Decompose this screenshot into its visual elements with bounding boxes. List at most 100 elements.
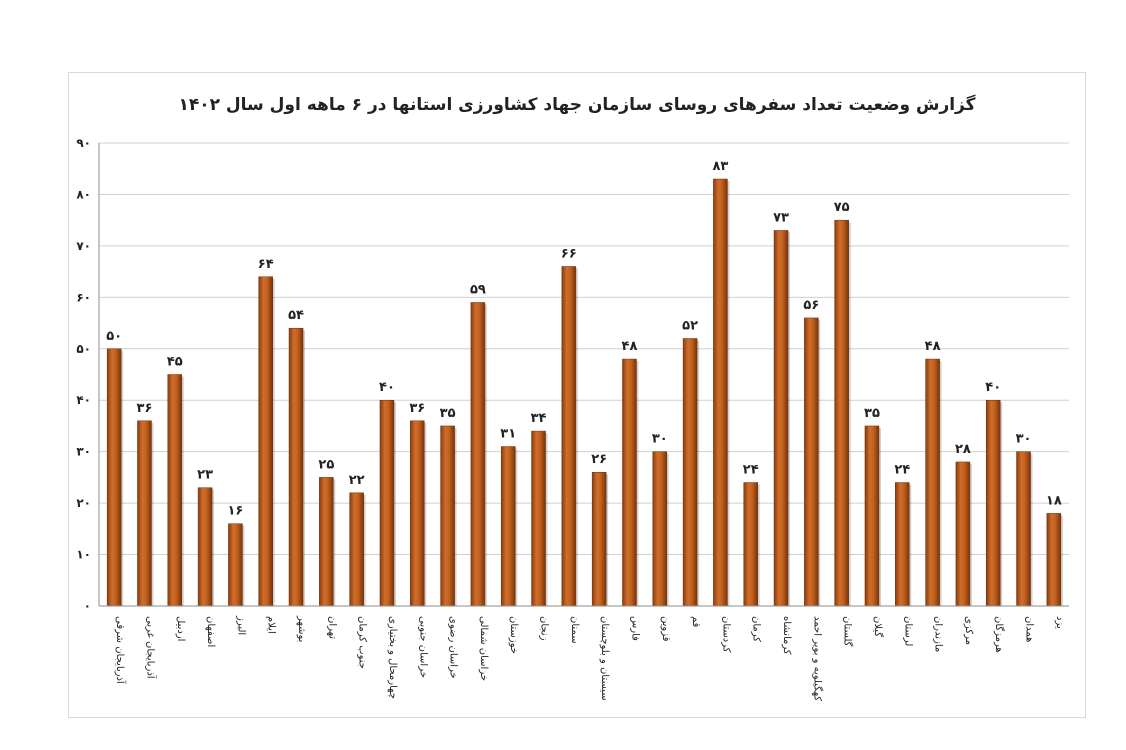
y-tick-label: ۷۰ bbox=[76, 239, 91, 253]
data-label: ۸۳ bbox=[712, 159, 728, 174]
bar bbox=[622, 358, 637, 607]
data-label: ۶۶ bbox=[561, 246, 577, 261]
bar bbox=[895, 482, 910, 607]
bar bbox=[319, 477, 334, 607]
data-label: ۵۴ bbox=[288, 308, 304, 323]
category-label: بوشهر bbox=[296, 615, 307, 642]
category-label: کرمان bbox=[751, 616, 762, 642]
y-tick-label: ۴۰ bbox=[76, 393, 91, 407]
y-tick-label: ۲۰ bbox=[76, 496, 91, 510]
category-label: البرز bbox=[235, 615, 246, 635]
y-tick-label: ۵۰ bbox=[76, 342, 91, 356]
bars: ۵۰ ۳۶ ۴۵ ۲۳ ۱۶ ۶۴ ۵۴ ۲۵ ۲۲ ۴۰ ۳۶ ۳۵ ۵۹ ۳۱ ۳۴ ۶۶ ۲۶ ۴۸ ۳۰ ۵۲… bbox=[106, 159, 1063, 607]
category-label: گلستان bbox=[842, 616, 854, 647]
data-label: ۳۵ bbox=[864, 406, 880, 421]
category-label: هرمزگان bbox=[993, 616, 1005, 653]
data-label: ۳۶ bbox=[137, 401, 153, 416]
data-label: ۵۶ bbox=[803, 298, 819, 313]
category-label: تهران bbox=[326, 616, 337, 639]
bar-chart: گزارش وضعیت تعداد سفرهای روسای سازمان جه… bbox=[76, 94, 1069, 701]
category-label: گیلان bbox=[872, 616, 884, 637]
bar bbox=[137, 420, 152, 607]
category-label: سمنان bbox=[569, 616, 580, 644]
data-label: ۳۵ bbox=[440, 406, 456, 421]
category-label: قم bbox=[690, 616, 701, 628]
bar bbox=[743, 482, 758, 607]
chart-frame: گزارش وضعیت تعداد سفرهای روسای سازمان جه… bbox=[68, 72, 1086, 718]
data-label: ۵۲ bbox=[682, 318, 698, 333]
bar bbox=[652, 451, 668, 607]
category-label: اردبیل bbox=[175, 616, 186, 641]
bar bbox=[713, 178, 728, 607]
bar bbox=[349, 492, 364, 607]
category-label: سیستان و بلوچستان bbox=[599, 616, 610, 701]
category-label: اصفهان bbox=[205, 616, 216, 647]
data-label: ۴۰ bbox=[985, 380, 1001, 395]
data-label: ۲۸ bbox=[955, 442, 971, 457]
data-label: ۱۸ bbox=[1046, 493, 1062, 508]
data-label: ۵۰ bbox=[106, 329, 122, 344]
bar bbox=[561, 266, 577, 607]
bar bbox=[773, 230, 789, 607]
data-label: ۲۵ bbox=[318, 457, 334, 472]
category-label: فارس bbox=[629, 616, 640, 641]
category-label: همدان bbox=[1024, 616, 1035, 642]
category-label: قزوین bbox=[660, 616, 671, 642]
data-label: ۲۶ bbox=[591, 452, 607, 467]
category-label: خوزستان bbox=[508, 616, 519, 654]
category-label: آذربایجان شرقی bbox=[114, 616, 127, 685]
y-tick-label: ۶۰ bbox=[76, 290, 91, 304]
bar bbox=[500, 446, 516, 607]
data-label: ۳۰ bbox=[652, 432, 668, 447]
data-label: ۳۱ bbox=[500, 427, 516, 442]
data-label: ۴۵ bbox=[167, 355, 183, 370]
bar bbox=[440, 425, 455, 607]
bar bbox=[925, 358, 940, 607]
data-label: ۷۳ bbox=[773, 210, 789, 225]
data-label: ۱۶ bbox=[227, 504, 243, 519]
y-tick-label: ۸۰ bbox=[76, 187, 91, 201]
y-tick-label: ۹۰ bbox=[76, 136, 91, 150]
bar bbox=[228, 523, 243, 607]
category-label: یزد bbox=[1054, 616, 1065, 629]
data-label: ۲۳ bbox=[197, 468, 213, 483]
data-label: ۲۴ bbox=[894, 463, 910, 478]
bar bbox=[197, 487, 213, 607]
category-label: جنوب کرمان bbox=[357, 616, 368, 669]
bar bbox=[379, 399, 395, 607]
data-label: ۲۲ bbox=[349, 473, 365, 488]
bar bbox=[591, 471, 607, 607]
bar bbox=[106, 348, 122, 607]
bar bbox=[834, 219, 849, 607]
axes: ۰ ۱۰ ۲۰ ۳۰ ۴۰ ۵۰ ۶۰ ۷۰ ۸۰ ۹۰ آذربایجان شرقی آذربایج… bbox=[76, 136, 1069, 701]
bar bbox=[1016, 451, 1031, 607]
y-tick-label: ۱۰ bbox=[76, 548, 91, 562]
grid bbox=[99, 142, 1069, 607]
data-label: ۶۴ bbox=[258, 257, 274, 272]
data-label: ۳۰ bbox=[1016, 432, 1032, 447]
category-label: ایلام bbox=[266, 616, 277, 634]
data-label: ۳۶ bbox=[409, 401, 425, 416]
category-label: مرکزی bbox=[963, 616, 974, 645]
bar bbox=[167, 374, 183, 607]
category-label: کردستان bbox=[720, 616, 731, 653]
data-label: ۴۸ bbox=[925, 339, 941, 354]
category-label: لرستان bbox=[902, 616, 913, 646]
category-label: زنجان bbox=[539, 616, 550, 641]
bar bbox=[804, 317, 819, 607]
data-label: ۲۴ bbox=[743, 463, 759, 478]
category-label: خراسان شمالی bbox=[478, 616, 489, 681]
data-label: ۷۵ bbox=[834, 200, 850, 215]
bar bbox=[288, 327, 304, 607]
data-label: ۳۴ bbox=[531, 411, 547, 426]
category-label: آذربایجان غربی bbox=[144, 616, 157, 680]
category-label: چهارمحال و بختیاری bbox=[387, 616, 398, 699]
bar bbox=[985, 399, 1001, 607]
data-label: ۴۰ bbox=[379, 380, 395, 395]
bar bbox=[864, 425, 880, 607]
y-tick-label: ۳۰ bbox=[76, 445, 91, 459]
category-label: مازندران bbox=[933, 616, 944, 652]
y-tick-label: ۰ bbox=[84, 599, 91, 613]
category-label: خراسان جنوبی bbox=[417, 616, 428, 678]
category-label: خراسان رضوی bbox=[448, 616, 459, 679]
